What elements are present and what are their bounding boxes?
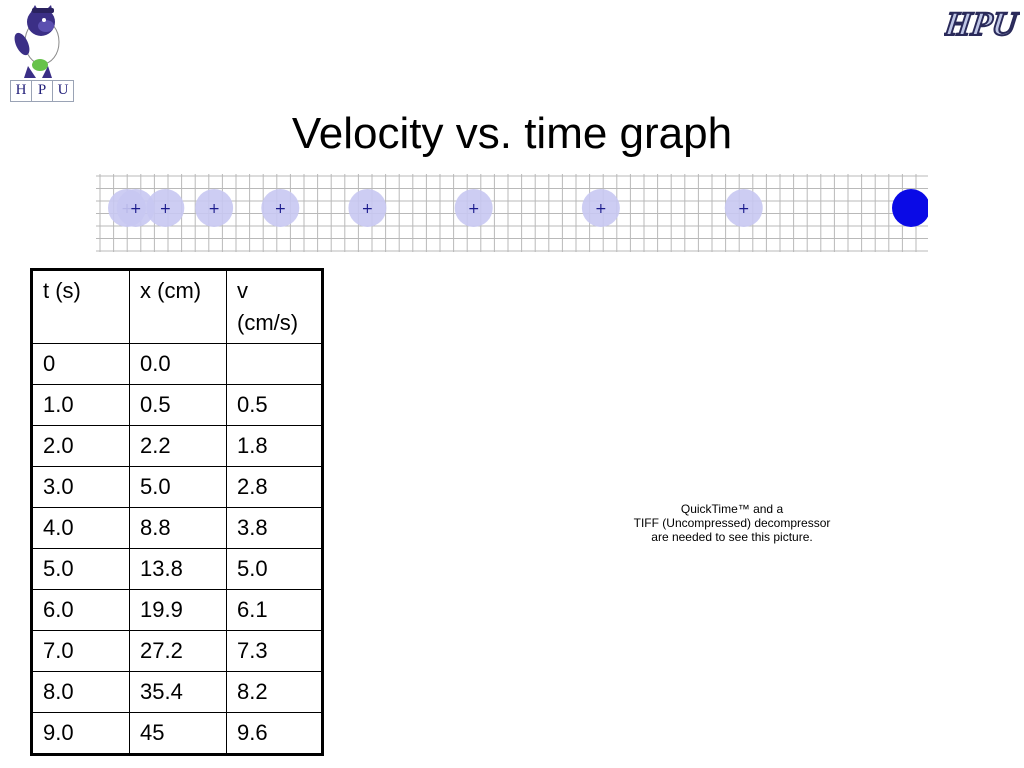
ghost-marker: + xyxy=(130,201,142,217)
table-row: 6.0 19.9 6.1 xyxy=(31,589,323,631)
quicktime-placeholder: QuickTime™ and a TIFF (Uncompressed) dec… xyxy=(590,502,874,544)
cell-velocity xyxy=(226,343,323,385)
table-row: 7.0 27.2 7.3 xyxy=(31,630,323,672)
cell-position: 45 xyxy=(129,712,227,755)
current-ball xyxy=(892,189,928,227)
cell-time: 4.0 xyxy=(31,507,130,549)
placeholder-line: TIFF (Uncompressed) decompressor xyxy=(633,516,831,530)
table-header-row: t (s) x (cm) v (cm/s) xyxy=(31,269,323,344)
ghost-marker: + xyxy=(208,201,220,217)
cell-time: 8.0 xyxy=(31,671,130,713)
ghost-marker: + xyxy=(362,201,374,217)
header-time: t (s) xyxy=(31,269,130,344)
motion-strip: +++++++++ xyxy=(96,174,928,252)
table-row: 1.0 0.5 0.5 xyxy=(31,384,323,426)
placeholder-line: are needed to see this picture. xyxy=(651,530,813,544)
table-body: 0 0.0 1.0 0.5 0.5 2.0 2.2 1.8 3.0 5.0 2.8 4.0 8.8 3.8… xyxy=(31,343,323,755)
cell-position: 5.0 xyxy=(129,466,227,508)
ghost-ball: + xyxy=(724,189,763,227)
ghost-ball: + xyxy=(454,189,493,227)
cell-time: 2.0 xyxy=(31,425,130,467)
header-position: x (cm) xyxy=(129,269,227,344)
cell-position: 8.8 xyxy=(129,507,227,549)
cell-position: 19.9 xyxy=(129,589,227,631)
cell-velocity: 5.0 xyxy=(226,548,323,590)
cell-velocity: 6.1 xyxy=(226,589,323,631)
cell-velocity: 0.5 xyxy=(226,384,323,426)
cell-position: 13.8 xyxy=(129,548,227,590)
cell-time: 0 xyxy=(31,343,130,385)
table-row: 4.0 8.8 3.8 xyxy=(31,507,323,549)
strip-grid xyxy=(96,174,928,252)
cell-velocity: 2.8 xyxy=(226,466,323,508)
table-row: 9.0 45 9.6 xyxy=(31,712,323,755)
ghost-marker: + xyxy=(738,201,750,217)
table-row: 8.0 35.4 8.2 xyxy=(31,671,323,713)
ghost-marker: + xyxy=(595,201,607,217)
table-row: 3.0 5.0 2.8 xyxy=(31,466,323,508)
cell-time: 1.0 xyxy=(31,384,130,426)
cell-time: 5.0 xyxy=(31,548,130,590)
table-row: 0 0.0 xyxy=(31,343,323,385)
cell-velocity: 8.2 xyxy=(226,671,323,713)
cell-velocity: 1.8 xyxy=(226,425,323,467)
cell-time: 6.0 xyxy=(31,589,130,631)
mascot-letter-u: U xyxy=(57,82,69,98)
hpu-logo: HPU xyxy=(940,2,1022,48)
cell-position: 35.4 xyxy=(129,671,227,713)
mascot-letter-h: H xyxy=(11,81,32,101)
slide-title: Velocity vs. time graph xyxy=(291,109,733,158)
cell-position: 0.5 xyxy=(129,384,227,426)
ghost-ball: + xyxy=(348,189,387,227)
cell-time: 9.0 xyxy=(31,712,130,755)
ghost-ball: + xyxy=(195,189,234,227)
cell-position: 0.0 xyxy=(129,343,227,385)
cell-velocity: 7.3 xyxy=(226,630,323,672)
cell-position: 27.2 xyxy=(129,630,227,672)
cell-velocity: 3.8 xyxy=(226,507,323,549)
placeholder-line: QuickTime™ and a xyxy=(680,502,784,516)
ghost-marker: + xyxy=(274,201,286,217)
ghost-ball: + xyxy=(581,189,620,227)
ghost-ball: + xyxy=(146,189,185,227)
strip-balls: +++++++++ xyxy=(108,189,928,227)
hpu-mascot-logo: H P U xyxy=(4,2,74,102)
ghost-ball: + xyxy=(261,189,300,227)
hpu-logo-text: HPU xyxy=(944,6,1020,43)
cell-time: 3.0 xyxy=(31,466,130,508)
mascot-letters: H P U xyxy=(10,80,74,102)
cell-velocity: 9.6 xyxy=(226,712,323,755)
ghost-ball: + xyxy=(116,189,155,227)
cell-time: 7.0 xyxy=(31,630,130,672)
cell-position: 2.2 xyxy=(129,425,227,467)
panther-mascot-icon xyxy=(14,5,60,78)
ghost-marker: + xyxy=(159,201,171,217)
hpu-logo-icon: HPU xyxy=(940,5,1022,44)
table-row: 5.0 13.8 5.0 xyxy=(31,548,323,590)
ghost-marker: + xyxy=(468,201,480,217)
data-table: t (s) x (cm) v (cm/s) 0 0.0 1.0 0.5 0.5 2.0 2.… xyxy=(30,268,324,756)
table-row: 2.0 2.2 1.8 xyxy=(31,425,323,467)
header-velocity: v (cm/s) xyxy=(226,269,323,344)
mascot-letter-p: P xyxy=(32,81,53,101)
